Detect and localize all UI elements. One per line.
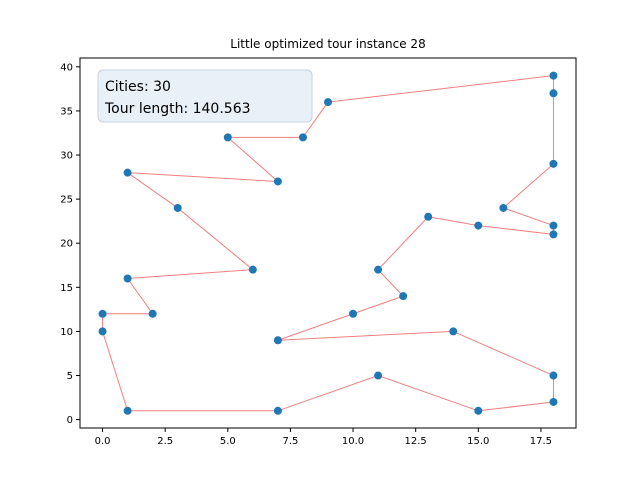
x-tick-label: 12.5 xyxy=(405,436,427,447)
annotation-cities: Cities: 30 xyxy=(105,79,171,95)
city-point xyxy=(549,371,558,380)
tour-segment xyxy=(127,172,278,182)
city-point xyxy=(499,203,508,212)
x-axis: 0.0 2.5 5.0 7.5 10.0 12.5 15.0 17.5 xyxy=(95,428,552,447)
y-tick-label: 30 xyxy=(60,151,73,162)
tour-segment xyxy=(277,330,454,341)
city-point xyxy=(248,265,257,274)
tour-segment xyxy=(453,330,554,376)
city-point xyxy=(123,274,132,283)
city-point xyxy=(474,221,483,230)
annotation-tour-length: Tour length: 140.563 xyxy=(104,101,251,117)
tour-segment xyxy=(102,331,129,411)
tour-segment xyxy=(327,75,554,103)
city-point xyxy=(549,230,558,239)
y-tick-label: 35 xyxy=(60,106,73,117)
city-point xyxy=(549,159,558,168)
tour-lines xyxy=(102,75,554,412)
tour-segment xyxy=(377,375,479,412)
city-point xyxy=(424,212,433,221)
city-point xyxy=(123,406,132,415)
x-tick-label: 10.0 xyxy=(342,436,364,447)
city-point xyxy=(123,168,132,177)
tour-segment xyxy=(302,101,329,138)
city-point xyxy=(223,133,232,142)
chart-title: Little optimized tour instance 28 xyxy=(230,37,425,51)
tour-segment xyxy=(503,163,554,209)
city-point xyxy=(148,309,157,318)
city-point xyxy=(374,265,383,274)
city-point xyxy=(173,203,182,212)
city-point xyxy=(98,327,107,336)
city-point xyxy=(549,89,558,98)
tour-segment xyxy=(478,401,554,412)
city-point xyxy=(399,292,408,301)
city-point xyxy=(474,406,483,415)
city-point xyxy=(298,133,307,142)
tour-segment xyxy=(177,207,254,271)
city-point xyxy=(549,71,558,80)
city-point xyxy=(349,309,358,318)
y-tick-label: 5 xyxy=(67,371,73,382)
tour-segment xyxy=(428,216,479,227)
city-point xyxy=(273,406,282,415)
city-point xyxy=(449,327,458,336)
y-tick-label: 0 xyxy=(67,415,73,426)
y-tick-label: 20 xyxy=(60,239,73,250)
city-point xyxy=(374,371,383,380)
y-tick-label: 10 xyxy=(60,327,73,338)
city-point xyxy=(273,177,282,186)
tour-segment xyxy=(478,225,554,235)
x-tick-label: 2.5 xyxy=(157,436,173,447)
y-tick-label: 40 xyxy=(60,62,73,73)
city-points xyxy=(98,71,558,415)
city-point xyxy=(324,98,332,107)
y-tick-label: 25 xyxy=(60,195,73,206)
x-tick-label: 15.0 xyxy=(467,436,489,447)
tour-segment xyxy=(503,207,554,227)
city-point xyxy=(273,336,282,345)
x-tick-label: 17.5 xyxy=(530,436,552,447)
tour-segment xyxy=(227,137,279,182)
y-tick-label: 15 xyxy=(60,283,73,294)
x-tick-label: 5.0 xyxy=(220,436,236,447)
city-point xyxy=(549,221,558,230)
tour-segment xyxy=(277,313,354,341)
tour-segment xyxy=(377,269,404,297)
y-axis: 0 5 10 15 20 25 30 35 40 xyxy=(60,62,80,426)
stats-annotation: Cities: 30 Tour length: 140.563 xyxy=(97,69,313,123)
x-tick-label: 0.0 xyxy=(95,436,111,447)
city-point xyxy=(549,397,558,406)
tour-segment xyxy=(377,216,429,271)
tour-segment xyxy=(127,172,178,209)
tour-segment xyxy=(127,269,253,279)
annotation-box xyxy=(97,69,313,123)
tour-segment xyxy=(127,278,154,315)
tour-segment xyxy=(277,375,379,412)
x-tick-label: 7.5 xyxy=(282,436,298,447)
tour-segment xyxy=(352,295,404,315)
city-point xyxy=(98,309,107,318)
